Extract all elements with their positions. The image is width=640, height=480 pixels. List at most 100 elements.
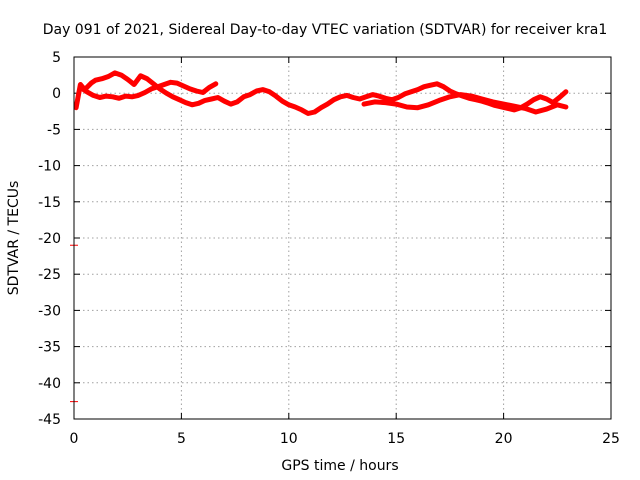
data-point: [383, 96, 388, 100]
data-point: [93, 78, 98, 82]
data-point: [437, 98, 441, 102]
data-point: [188, 87, 192, 91]
data-point: [91, 93, 95, 97]
data-point: [338, 95, 342, 99]
data-point: [435, 82, 439, 86]
data-point: [545, 107, 549, 111]
data-point: [136, 93, 140, 97]
data-point: [426, 103, 430, 107]
data-point: [448, 89, 452, 93]
data-point: [255, 89, 259, 93]
data-point: [287, 103, 291, 107]
data-point: [383, 101, 388, 105]
y-tick-label: -40: [38, 376, 61, 392]
data-point: [100, 77, 104, 81]
x-tick-label: 0: [70, 431, 79, 447]
data-point: [104, 94, 108, 98]
data-point: [345, 93, 349, 97]
data-point: [169, 80, 173, 84]
data-point: [306, 111, 310, 116]
data-point: [313, 110, 317, 114]
data-point: [130, 95, 134, 99]
grid-lines: [74, 57, 611, 419]
data-point: [557, 95, 562, 100]
data-point: [538, 95, 542, 99]
data-point: [422, 85, 426, 89]
data-point: [203, 98, 207, 102]
series-line: [363, 94, 567, 113]
y-tick-label: -45: [38, 412, 61, 428]
data-point: [197, 101, 201, 105]
data-point: [181, 84, 186, 88]
plot-frame: [73, 56, 612, 420]
data-point: [74, 106, 78, 110]
data-point: [362, 102, 366, 106]
data-point: [551, 101, 555, 105]
data-point: [448, 95, 452, 99]
y-tick-label: -30: [38, 303, 61, 319]
data-point: [207, 85, 211, 89]
data-point: [274, 94, 278, 98]
x-tick-label: 25: [602, 431, 620, 447]
data-point: [280, 99, 284, 103]
data-point: [209, 97, 214, 101]
data-point: [416, 106, 420, 110]
data-point: [171, 95, 175, 99]
data-point: [371, 93, 375, 97]
data-point: [113, 71, 117, 75]
data-point: [126, 77, 130, 81]
data-point: [409, 90, 413, 94]
data-point: [300, 108, 304, 112]
data-point: [373, 100, 377, 104]
data-point: [98, 95, 102, 100]
data-point: [532, 98, 536, 102]
x-axis-label: GPS time / hours: [281, 458, 398, 474]
data-point: [293, 105, 297, 109]
data-point: [332, 98, 336, 102]
series-layer: [73, 70, 569, 116]
data-point: [416, 88, 420, 92]
chart-title: Day 091 of 2021, Sidereal Day-to-day VTE…: [43, 22, 608, 38]
data-point: [85, 90, 89, 94]
data-point: [111, 95, 115, 99]
data-point: [117, 96, 121, 100]
data-point: [364, 95, 368, 99]
y-tick-label: -5: [47, 122, 61, 138]
data-point: [390, 98, 394, 102]
data-point: [491, 100, 495, 104]
data-point: [459, 93, 463, 97]
y-tick-label: -25: [38, 267, 61, 283]
data-point: [201, 90, 205, 95]
data-point: [261, 88, 265, 92]
data-point: [564, 90, 568, 94]
data-point: [525, 102, 529, 106]
data-point: [502, 102, 506, 106]
data-point: [216, 95, 220, 100]
data-point: [429, 83, 433, 87]
data-point: [145, 77, 149, 81]
y-tick-label: -35: [38, 340, 61, 356]
data-point: [89, 81, 93, 85]
y-tick-label: 5: [52, 50, 61, 66]
data-point: [229, 102, 233, 106]
data-point: [222, 99, 226, 103]
y-tick-label: -20: [38, 231, 61, 247]
data-point: [119, 73, 123, 77]
data-point: [194, 89, 198, 93]
data-point: [156, 85, 160, 89]
data-point: [78, 85, 82, 89]
data-point: [469, 94, 473, 98]
data-point: [480, 97, 484, 101]
data-point: [534, 110, 538, 114]
data-point: [164, 91, 168, 95]
data-point: [512, 104, 516, 108]
data-point: [106, 74, 110, 79]
data-point: [162, 82, 166, 87]
data-point: [149, 87, 153, 91]
data-point: [403, 92, 407, 96]
data-point: [351, 95, 355, 100]
data-point: [190, 103, 194, 107]
data-point: [124, 94, 128, 98]
data-point: [396, 95, 400, 100]
